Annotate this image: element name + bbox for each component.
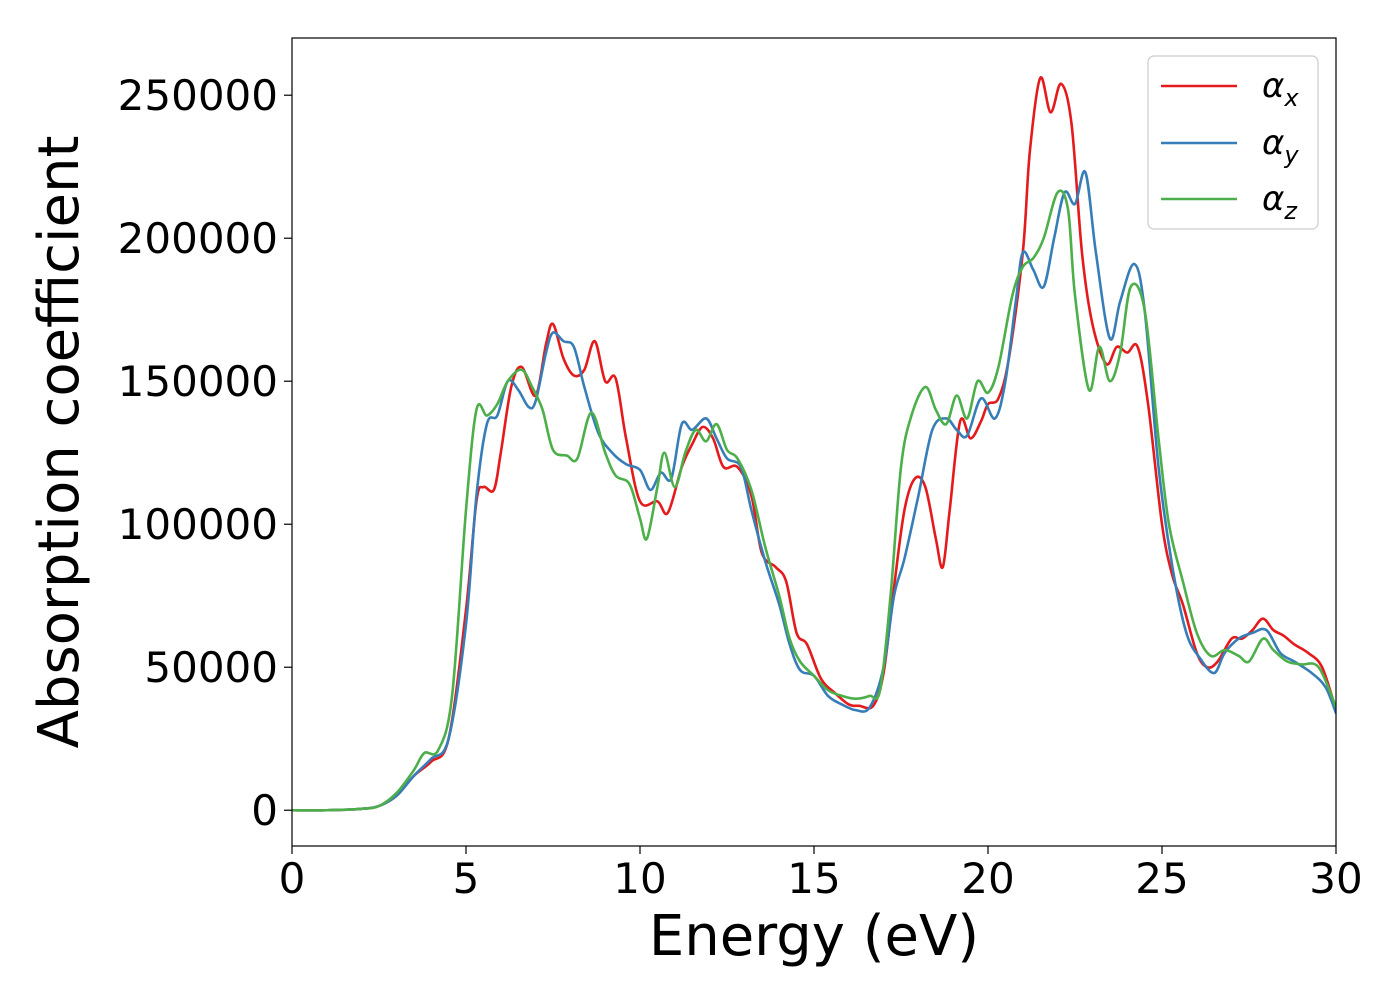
series-line-z: [292, 189, 1336, 812]
legend: αx αy αz: [1147, 55, 1319, 230]
x-tick-label: 5: [453, 854, 480, 903]
y-tick-label: 150000: [118, 357, 278, 406]
x-tick-label: 10: [613, 854, 666, 903]
x-axis-label: Energy (eV): [649, 904, 979, 969]
series-group: [292, 76, 1336, 812]
x-tick-label: 25: [1135, 854, 1188, 903]
y-axis-label: Absorption coefficient: [27, 136, 92, 749]
y-tick-label: 100000: [118, 500, 278, 549]
series-line-y: [292, 170, 1336, 812]
legend-label-z: αz: [1262, 179, 1298, 225]
y-tick-label: 250000: [118, 71, 278, 120]
x-tick-label: 30: [1309, 854, 1362, 903]
legend-label-x: αx: [1262, 66, 1299, 112]
legend-label-y: αy: [1262, 123, 1299, 169]
y-tick-label: 0: [251, 786, 278, 835]
y-tick-label: 50000: [144, 643, 278, 692]
y-axis: 0 50000 100000 150000 200000 250000: [118, 71, 292, 835]
x-axis: 0 5 10 15 20 25 30: [279, 846, 1363, 903]
x-tick-label: 0: [279, 854, 306, 903]
series-line-x: [292, 76, 1336, 812]
y-tick-label: 200000: [118, 214, 278, 263]
x-tick-label: 15: [787, 854, 840, 903]
x-tick-label: 20: [961, 854, 1014, 903]
